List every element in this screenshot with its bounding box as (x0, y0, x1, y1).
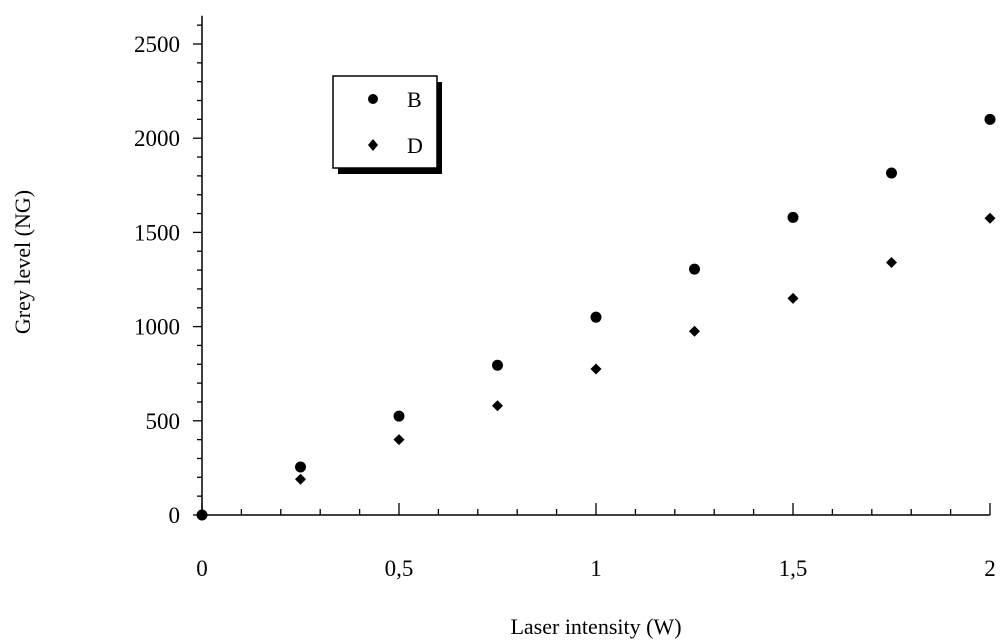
y-tick-label: 1500 (134, 220, 180, 245)
point-series-b (787, 211, 799, 223)
y-tick-label: 2500 (134, 32, 180, 57)
y-tick-label: 2000 (134, 126, 180, 151)
x-tick-label: 1 (590, 556, 602, 581)
legend-label-d: D (407, 133, 423, 158)
x-axis-title: Laser intensity (W) (510, 614, 681, 639)
point-series-b (886, 167, 897, 179)
ticks (193, 24, 991, 516)
point-series-d (886, 257, 897, 269)
point-series-d (787, 292, 799, 304)
point-series-d (492, 400, 503, 412)
point-series-b (984, 113, 996, 125)
point-series-d (295, 473, 306, 485)
x-tick-label: 0,5 (385, 556, 414, 581)
legend-box (332, 75, 438, 169)
legend: B D (332, 75, 442, 174)
point-series-b (295, 461, 306, 473)
point-series-d (393, 434, 405, 446)
x-tick-label: 1,5 (779, 556, 808, 581)
x-tick-label: 2 (984, 556, 996, 581)
point-series-d (196, 509, 208, 521)
legend-marker-b (368, 94, 378, 104)
tick-labels: 0 500 1000 1500 2000 2500 0 0,5 1 1,5 2 (134, 32, 996, 581)
point-series-d (590, 363, 602, 375)
y-tick-label: 1000 (134, 315, 180, 340)
point-series-b (393, 410, 405, 422)
legend-marker-d (368, 139, 378, 151)
axes (201, 15, 990, 516)
data-points (196, 113, 996, 521)
point-series-b (590, 311, 602, 323)
point-series-d (689, 325, 700, 337)
y-tick-label: 500 (146, 409, 181, 434)
x-tick-label: 0 (196, 556, 208, 581)
point-series-d (984, 212, 996, 224)
point-series-b (689, 263, 700, 275)
legend-label-b: B (407, 87, 422, 112)
y-tick-label: 0 (169, 503, 181, 528)
y-axis-title: Grey level (NG) (10, 190, 35, 334)
point-series-b (492, 359, 503, 371)
